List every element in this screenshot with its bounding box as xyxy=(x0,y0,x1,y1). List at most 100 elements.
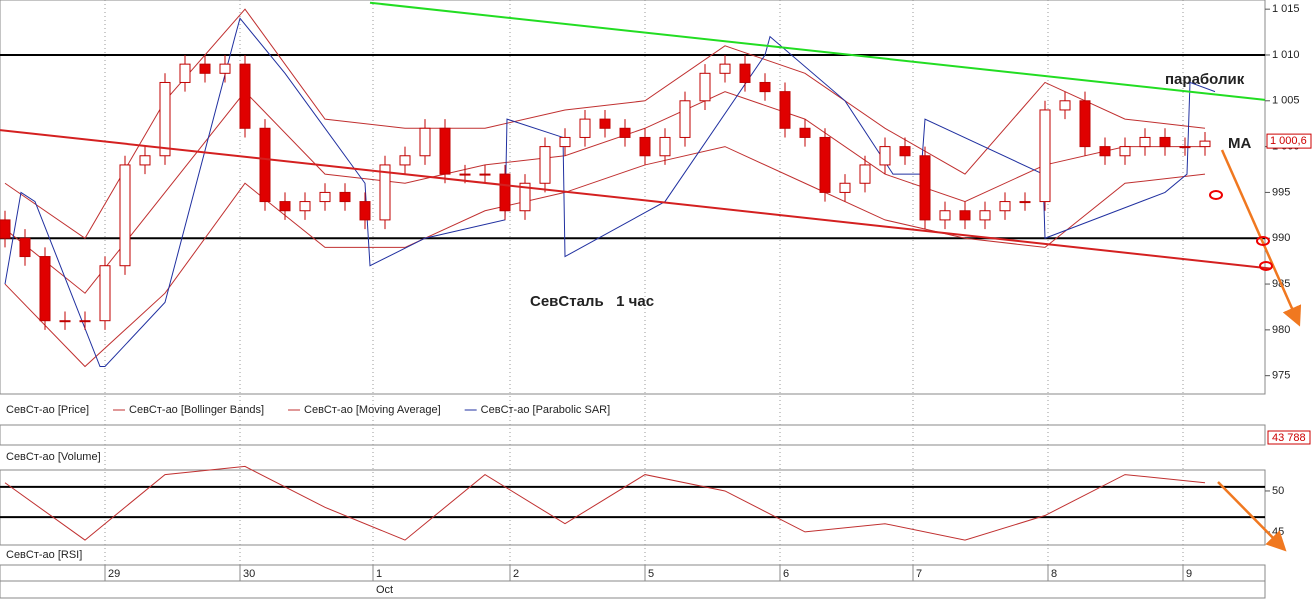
x-tick-label: 2 xyxy=(513,568,519,580)
candle-body xyxy=(99,265,111,322)
candle-body xyxy=(259,127,271,203)
marker-circle xyxy=(1256,236,1270,246)
annotation: параболик xyxy=(1165,71,1245,88)
candle-body xyxy=(319,191,331,203)
candle-body xyxy=(399,155,411,166)
candle-body xyxy=(119,164,131,267)
candle-body xyxy=(779,91,791,129)
candle-body xyxy=(819,136,831,193)
candle-body xyxy=(939,210,951,221)
candle-body xyxy=(619,127,631,138)
candle-body xyxy=(599,118,611,129)
candle-body xyxy=(219,63,231,74)
annotation: МА xyxy=(1228,135,1251,152)
candle-body xyxy=(1159,136,1171,148)
candle-body xyxy=(139,155,151,166)
candle-body xyxy=(839,182,851,193)
month-label: Oct xyxy=(376,584,393,596)
candle-body xyxy=(1199,140,1211,148)
candle-body xyxy=(559,136,571,148)
candle-body xyxy=(1019,201,1031,204)
marker-circle xyxy=(1259,261,1273,271)
volume-box xyxy=(1267,430,1311,445)
rsi-title: СевСт-ао [RSI] xyxy=(6,549,82,561)
candle-body xyxy=(519,182,531,212)
candle-body xyxy=(979,210,991,221)
candle-body xyxy=(739,63,751,83)
candle-body xyxy=(659,136,671,157)
candle-body xyxy=(479,173,491,176)
volume-last: 43 788 xyxy=(1272,432,1306,444)
arrow xyxy=(1220,149,1302,327)
indicator-line xyxy=(4,146,1206,368)
main-pane xyxy=(0,0,1266,395)
candle-body xyxy=(379,164,391,221)
candle-body xyxy=(1059,100,1071,111)
candle-body xyxy=(0,219,11,239)
x-tick-label: 7 xyxy=(916,568,922,580)
y-tick-label: 995 xyxy=(1272,186,1290,198)
candle-body xyxy=(239,63,251,129)
candle-body xyxy=(699,72,711,102)
arrow xyxy=(1217,481,1287,552)
candle-body xyxy=(179,63,191,83)
candle-body xyxy=(879,146,891,166)
candle-body xyxy=(579,118,591,138)
volume-title: СевСт-ао [Volume] xyxy=(6,451,101,463)
x-tick-label: 1 xyxy=(376,568,382,580)
candle-body xyxy=(1139,136,1151,148)
last-price-box xyxy=(1266,133,1312,149)
marker-circle xyxy=(1209,190,1223,200)
candle-body xyxy=(1099,146,1111,157)
volume-pane xyxy=(0,424,1266,446)
legend-label: СевСт-ао [Price] xyxy=(6,404,89,416)
y-tick-label: 1 010 xyxy=(1272,49,1300,61)
candle-body xyxy=(859,164,871,184)
candle-body xyxy=(1079,100,1091,148)
candle-body xyxy=(499,173,511,212)
x-tick-label: 5 xyxy=(648,568,654,580)
legend-label: СевСт-ао [Parabolic SAR] xyxy=(481,404,611,416)
rsi-tick-label: 45 xyxy=(1272,526,1284,538)
rsi-pane xyxy=(0,469,1266,546)
candle-body xyxy=(999,201,1011,212)
y-tick-label: 1 015 xyxy=(1272,3,1300,15)
candle-body xyxy=(439,127,451,175)
candle-body xyxy=(539,146,551,184)
candle-body xyxy=(159,81,171,157)
legend-label: СевСт-ао [Bollinger Bands] xyxy=(129,404,264,416)
x-tick-label: 30 xyxy=(243,568,255,580)
candle-body xyxy=(1179,146,1191,149)
candle-body xyxy=(679,100,691,138)
rsi-tick-label: 50 xyxy=(1272,485,1284,497)
indicator-line xyxy=(4,90,1205,294)
last-price-label: 1 000,6 xyxy=(1270,135,1307,147)
x-tick-label: 29 xyxy=(108,568,120,580)
y-tick-label: 990 xyxy=(1272,232,1290,244)
candle-body xyxy=(959,210,971,221)
y-tick-label: 1 005 xyxy=(1272,95,1300,107)
candle-body xyxy=(19,237,31,258)
x-tick-label: 9 xyxy=(1186,568,1192,580)
candle-body xyxy=(59,320,71,323)
candle-body xyxy=(359,201,371,221)
candle-body xyxy=(919,155,931,221)
legend-label: СевСт-ао [Moving Average] xyxy=(304,404,441,416)
candle-body xyxy=(759,81,771,93)
candle-body xyxy=(1039,109,1051,203)
candle-body xyxy=(299,201,311,212)
candle-body xyxy=(899,146,911,157)
annotation: СевСталь 1 час xyxy=(530,293,654,310)
candle-body xyxy=(199,63,211,74)
trend-line xyxy=(0,129,1271,270)
rsi-line xyxy=(4,465,1206,541)
candle-body xyxy=(799,127,811,138)
candle-body xyxy=(339,191,351,203)
trend-line xyxy=(369,1,1266,101)
candle-body xyxy=(279,201,291,212)
x-tick-label: 8 xyxy=(1051,568,1057,580)
candle-body xyxy=(459,173,471,176)
candle-body xyxy=(639,136,651,157)
x-tick-label: 6 xyxy=(783,568,789,580)
